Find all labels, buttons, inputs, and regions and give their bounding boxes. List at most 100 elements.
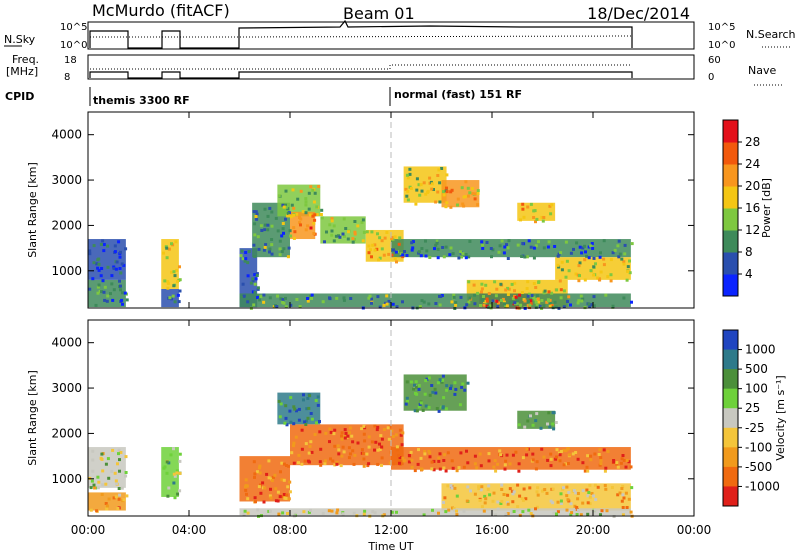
cpid-mode-2: normal (fast) 151 RF bbox=[394, 88, 522, 101]
velocity-echo-cell bbox=[492, 491, 496, 495]
power-echo-cell bbox=[485, 241, 489, 244]
velocity-echo-cell bbox=[90, 479, 94, 483]
velocity-echo-cell bbox=[554, 457, 558, 461]
power-echo-cell bbox=[534, 286, 538, 289]
velocity-echo-cell bbox=[173, 496, 177, 500]
power-echo-cell bbox=[367, 251, 371, 255]
power-echo-cell bbox=[549, 212, 553, 216]
velocity-echo-cell bbox=[309, 412, 313, 415]
velocity-echo-cell bbox=[175, 471, 179, 475]
power-echo-cell bbox=[558, 279, 562, 283]
velocity-echo-cell bbox=[473, 454, 477, 458]
velocity-colorbar-tick-label: 1000 bbox=[745, 343, 776, 357]
power-echo-cell bbox=[489, 247, 493, 250]
velocity-echo-cell bbox=[566, 462, 570, 465]
power-echo-cell bbox=[449, 246, 453, 250]
velocity-echo-cell bbox=[531, 452, 535, 456]
velocity-echo-cell bbox=[586, 469, 590, 473]
velocity-echo-cell bbox=[333, 444, 337, 448]
velocity-echo-cell bbox=[512, 490, 516, 494]
velocity-echo-cell bbox=[268, 494, 272, 498]
power-echo-cell bbox=[97, 262, 101, 266]
power-echo-cell bbox=[504, 288, 508, 292]
power-echo-cell bbox=[100, 267, 104, 270]
freq-trace bbox=[89, 71, 633, 79]
power-echo-cell bbox=[406, 198, 410, 202]
velocity-echo-cell bbox=[294, 435, 298, 439]
power-echo-cell bbox=[249, 281, 253, 285]
velocity-echo-cell bbox=[479, 488, 483, 492]
power-echo-cell bbox=[526, 280, 530, 284]
power-echo-cell bbox=[599, 270, 603, 274]
velocity-ytick-label: 4000 bbox=[51, 336, 82, 350]
velocity-echo-cell bbox=[288, 409, 292, 413]
velocity-echo-cell bbox=[599, 458, 603, 462]
power-echo-cell bbox=[473, 302, 477, 306]
power-echo-cell bbox=[420, 299, 424, 303]
power-echo-cell bbox=[346, 237, 350, 241]
velocity-echo-cell bbox=[91, 458, 95, 462]
velocity-echo-cell bbox=[568, 453, 572, 457]
power-echo-cell bbox=[405, 194, 409, 198]
power-echo-cell bbox=[395, 305, 399, 309]
power-echo-cell bbox=[312, 221, 316, 225]
velocity-echo-cell bbox=[118, 493, 122, 497]
power-echo-cell bbox=[307, 191, 311, 195]
velocity-echo-cell bbox=[367, 435, 371, 439]
power-echo-cell bbox=[411, 246, 415, 250]
power-colorbar-swatch bbox=[723, 274, 738, 297]
power-echo-cell bbox=[287, 246, 291, 250]
velocity-echo-cell bbox=[270, 477, 274, 481]
velocity-echo-cell bbox=[335, 462, 339, 466]
power-echo-cell bbox=[508, 300, 512, 304]
velocity-echo-cell bbox=[273, 473, 277, 477]
velocity-echo-cell bbox=[586, 494, 590, 498]
power-echo-cell bbox=[315, 205, 319, 209]
velocity-echo-cell bbox=[300, 428, 304, 432]
power-echo-cell bbox=[298, 221, 302, 225]
power-echo-cell bbox=[526, 205, 530, 209]
velocity-echo-cell bbox=[435, 407, 439, 410]
power-echo-cell bbox=[516, 299, 519, 303]
power-echo-cell bbox=[289, 215, 293, 219]
power-echo-cell bbox=[264, 223, 267, 227]
power-echo-cell bbox=[254, 215, 258, 218]
power-echo-cell bbox=[473, 192, 477, 196]
power-echo-cell bbox=[515, 301, 519, 305]
velocity-echo-cell bbox=[304, 442, 308, 446]
power-echo-cell bbox=[616, 244, 620, 248]
power-echo-cell bbox=[559, 288, 563, 292]
velocity-echo-cell bbox=[344, 431, 348, 435]
velocity-echo-cell bbox=[466, 381, 470, 385]
power-echo-cell bbox=[550, 291, 554, 295]
power-echo-cell bbox=[485, 297, 489, 301]
velocity-echo-cell bbox=[278, 495, 282, 499]
velocity-echo-cell bbox=[524, 497, 528, 501]
velocity-echo-cell bbox=[286, 512, 289, 515]
power-echo-cell bbox=[440, 167, 444, 170]
velocity-echo-cell bbox=[487, 459, 491, 463]
velocity-echo-cell bbox=[555, 455, 558, 459]
power-echo-cell bbox=[276, 229, 280, 233]
power-echo-cell bbox=[118, 255, 122, 259]
velocity-echo-cell bbox=[394, 433, 398, 437]
velocity-echo-cell bbox=[169, 453, 173, 457]
velocity-echo-cell bbox=[479, 464, 483, 468]
power-echo-cell bbox=[292, 213, 296, 217]
power-echo-cell bbox=[622, 260, 626, 264]
power-echo-cell bbox=[598, 278, 602, 282]
power-echo-cell bbox=[270, 224, 274, 228]
velocity-echo-cell bbox=[410, 465, 414, 469]
power-echo-cell bbox=[445, 190, 449, 194]
velocity-echo-cell bbox=[620, 487, 624, 490]
velocity-echo-cell bbox=[362, 464, 366, 468]
power-echo-cell bbox=[464, 253, 468, 256]
velocity-echo-cell bbox=[124, 474, 128, 478]
velocity-echo-cell bbox=[340, 431, 344, 435]
velocity-echo-cell bbox=[115, 482, 119, 486]
power-echo-cell bbox=[270, 210, 274, 214]
velocity-echo-cell bbox=[246, 511, 250, 515]
noise-right-label: N.Search bbox=[746, 28, 796, 41]
velocity-echo-cell bbox=[552, 411, 556, 415]
power-echo-cell bbox=[537, 280, 541, 284]
